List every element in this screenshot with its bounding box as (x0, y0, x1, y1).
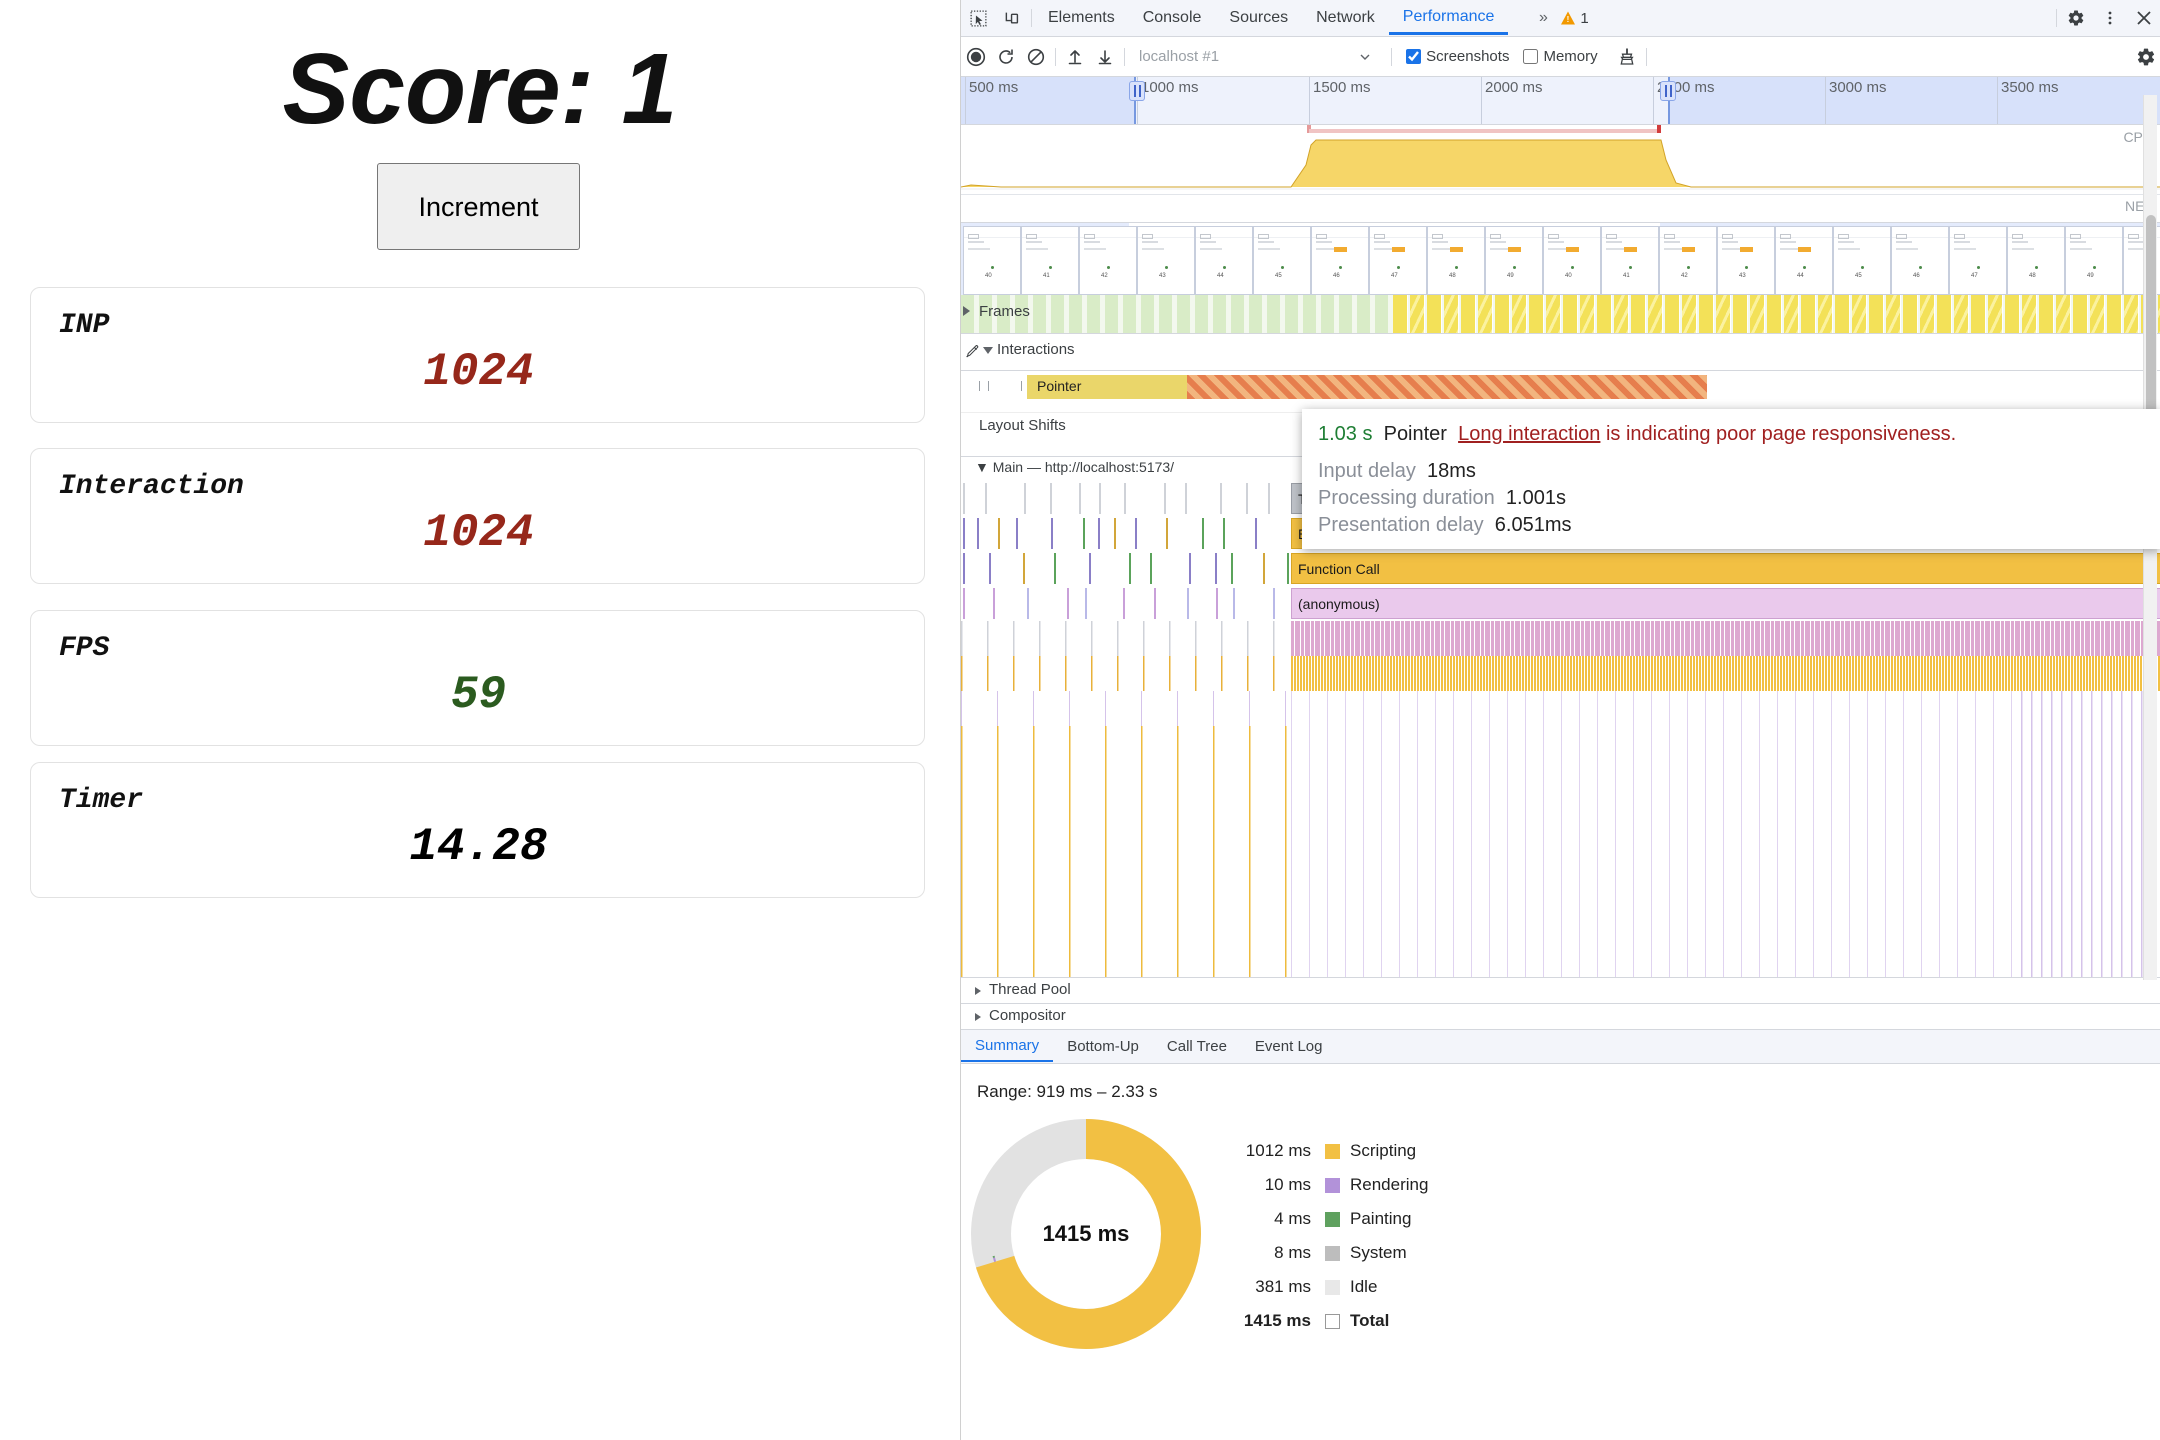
svg-text:1415 ms: 1415 ms (1043, 1221, 1130, 1246)
svg-text:!: ! (1567, 15, 1570, 24)
